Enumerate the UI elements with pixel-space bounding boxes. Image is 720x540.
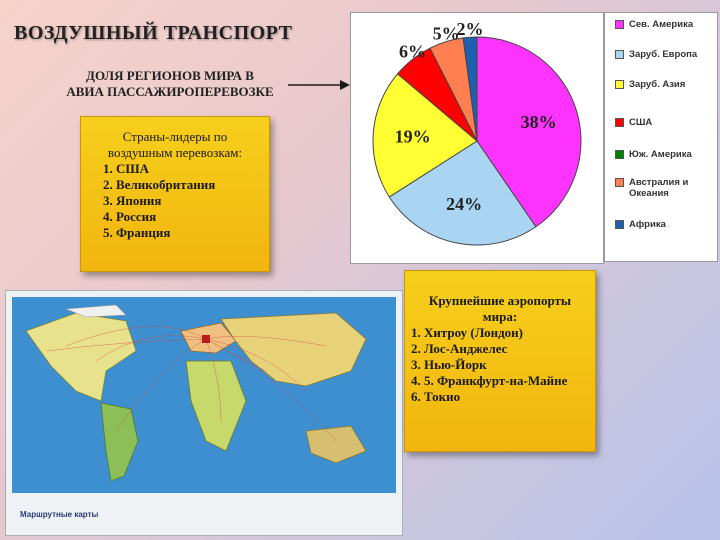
legend-label: Австралия и Океания — [629, 177, 689, 199]
subtitle-line-2: АВИА ПАССАЖИРОПЕРЕВОЗКЕ — [66, 84, 274, 99]
airports-heading-line-2: мира: — [482, 309, 518, 324]
legend-swatch — [615, 150, 624, 159]
leaders-heading: Страны-лидеры по воздушным перевозкам: — [81, 117, 269, 161]
list-item: 4. Россия — [103, 209, 157, 224]
list-item: 2. Лос-Анджелес — [411, 341, 508, 356]
legend-label: Африка — [629, 219, 666, 230]
subtitle-line-1: ДОЛЯ РЕГИОНОВ МИРА В — [86, 68, 254, 83]
list-item: 4. 5. Франкфурт-на-Майне — [411, 373, 568, 388]
airports-heading: Крупнейшие аэропорты мира: — [405, 271, 595, 325]
list-item: 1. Хитроу (Лондон) — [411, 325, 523, 340]
pie-slice-0 — [476, 36, 582, 228]
pie-slice-2 — [372, 73, 478, 198]
legend-swatch — [615, 50, 624, 59]
legend-label: Юж. Америка — [629, 149, 692, 160]
pie-slice-6 — [462, 36, 478, 142]
pie-data-label: 5% — [433, 24, 460, 44]
legend-swatch — [615, 220, 624, 229]
map-image — [12, 297, 396, 529]
legend-label: Заруб. Европа — [629, 49, 698, 60]
legend-swatch — [615, 80, 624, 89]
pie-chart: 38% 24% 19% 6% 5%2% — [372, 19, 582, 246]
airports-box: Крупнейшие аэропорты мира: 1. Хитроу (Ло… — [404, 270, 596, 452]
legend-label: Сев. Америка — [629, 19, 694, 30]
leaders-list: 1. США 2. Великобритания 3. Япония 4. Ро… — [81, 161, 269, 241]
legend-label: США — [629, 117, 653, 128]
legend-swatch — [615, 20, 624, 29]
legend-swatch — [615, 118, 624, 127]
legend-swatch — [615, 178, 624, 187]
pie-chart-frame: 38% 24% 19% 6% 5% 2% — [350, 12, 604, 264]
list-item: 3. Нью-Йорк — [411, 357, 487, 372]
pie-data-label: 2% — [457, 19, 484, 39]
list-item: 5. Франция — [103, 225, 171, 240]
pie-slice-1 — [388, 140, 537, 246]
list-item: 6. Токио — [411, 389, 461, 404]
airports-heading-line-1: Крупнейшие аэропорты — [428, 293, 572, 308]
legend-label: Заруб. Азия — [629, 79, 686, 90]
slide-title: ВОЗДУШНЫЙ ТРАНСПОРТ — [14, 22, 293, 44]
leaders-heading-line-2: воздушным перевозкам: — [107, 145, 243, 160]
pie-data-label: 6% — [399, 41, 426, 61]
pie-data-label: 38% — [521, 112, 557, 132]
arrow-icon — [288, 80, 350, 90]
map-caption: Маршрутные карты — [20, 510, 99, 519]
list-item: 2. Великобритания — [103, 177, 216, 192]
pie-data-label: 24% — [446, 194, 482, 214]
list-item: 1. США — [103, 161, 150, 176]
leaders-heading-line-1: Страны-лидеры по — [122, 129, 228, 144]
airports-list: 1. Хитроу (Лондон) 2. Лос-Анджелес 3. Нь… — [405, 325, 595, 405]
world-route-map: Маршрутные карты — [5, 290, 403, 536]
leaders-box: Страны-лидеры по воздушным перевозкам: 1… — [80, 116, 270, 272]
chart-subtitle: ДОЛЯ РЕГИОНОВ МИРА В АВИА ПАССАЖИРОПЕРЕВ… — [30, 68, 310, 100]
list-item: 3. Япония — [103, 193, 162, 208]
pie-data-label: 19% — [395, 127, 431, 147]
chart-legend: Сев. Америка Заруб. Европа Заруб. Азия США Ю… — [604, 12, 718, 262]
